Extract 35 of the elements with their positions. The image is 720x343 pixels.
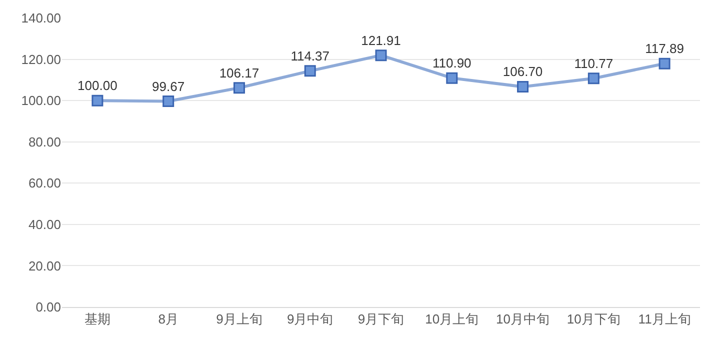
- y-tick-label: 0.00: [36, 300, 61, 315]
- text: 114.37: [290, 48, 330, 64]
- text: 106.70: [502, 64, 543, 80]
- point: [517, 80, 529, 92]
- point: [233, 82, 245, 94]
- x-tick-label: 9月中旬: [286, 312, 334, 327]
- text: 106.17: [219, 65, 260, 80]
- text: 110.90: [432, 56, 472, 71]
- point: [304, 65, 316, 77]
- point: [375, 50, 387, 62]
- y-tick-label: 20.00: [28, 258, 61, 274]
- text: 100.00: [78, 78, 118, 94]
- x-tick-label: 8月: [158, 312, 178, 327]
- point: [446, 72, 458, 84]
- x-tick-label: 10月下旬: [566, 312, 620, 327]
- y-tick-label: 120.00: [21, 52, 61, 67]
- y-tick-label: 60.00: [28, 176, 61, 191]
- text: 110.77: [574, 56, 614, 71]
- x-tick-label: 9月上旬: [216, 312, 262, 327]
- point: [658, 58, 670, 70]
- text: 99.67: [152, 78, 185, 94]
- x-tick-label: 基期: [84, 312, 110, 327]
- text: 121.91: [361, 32, 401, 48]
- y-tick-label: 80.00: [28, 134, 61, 150]
- point: [588, 72, 600, 84]
- y-tick-label: 140.00: [21, 10, 61, 26]
- x-tick-label: 11月上旬: [638, 312, 691, 327]
- y-tick-label: 100.00: [21, 93, 61, 108]
- point: [162, 96, 174, 107]
- x-tick-label: 9月下旬: [358, 312, 404, 327]
- y-tick-label: 40.00: [28, 216, 61, 232]
- text: 117.89: [645, 41, 684, 56]
- x-tick-label: 10月上旬: [425, 312, 479, 327]
- point: [92, 94, 104, 106]
- x-tick-label: 10月中旬: [496, 312, 550, 327]
